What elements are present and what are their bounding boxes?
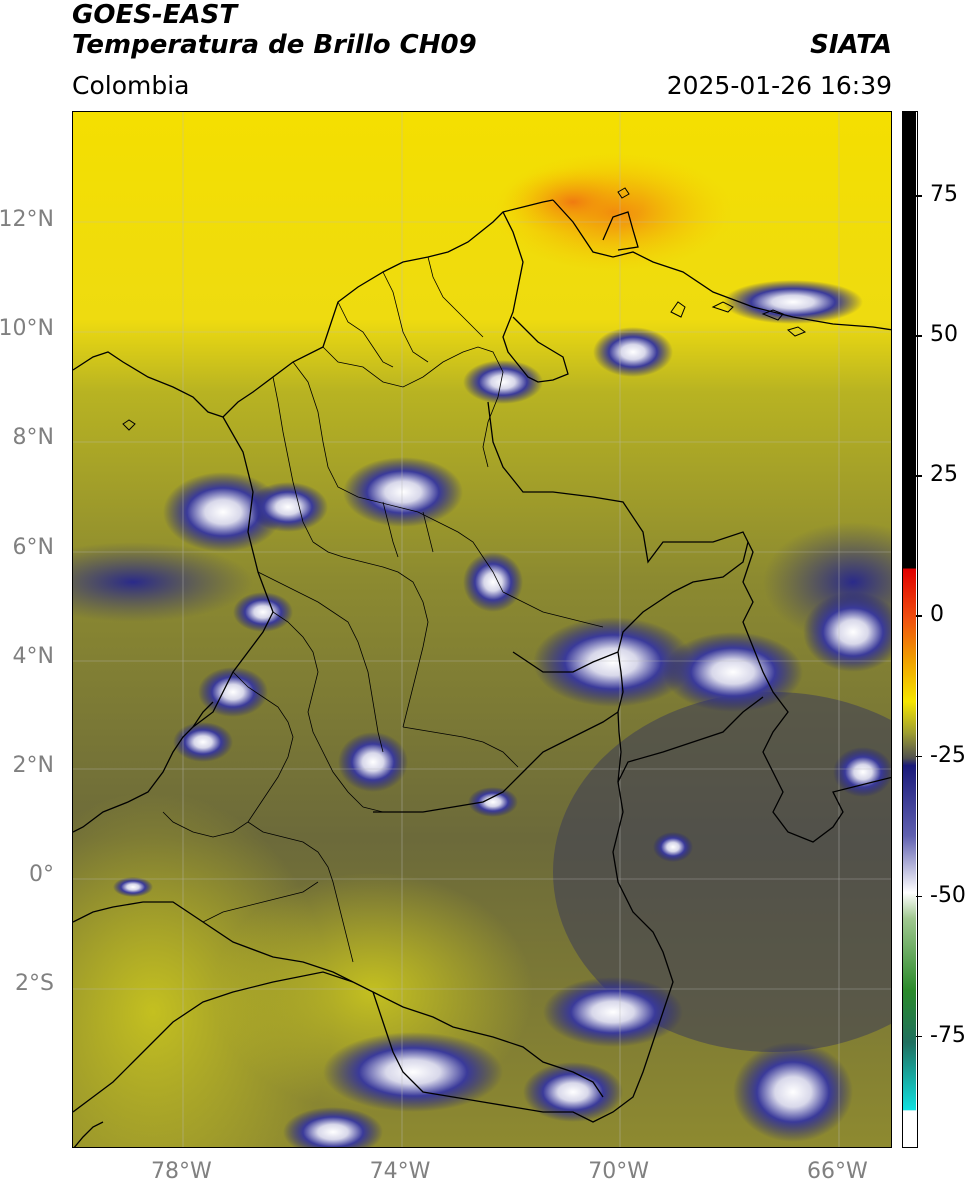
lon-tick-label: 66°W [806, 1159, 868, 1184]
country-borders [73, 199, 891, 1147]
agency-label: SIATA [810, 30, 892, 60]
lat-tick-label: 8°N [12, 425, 54, 451]
colorbar-tick-label: -50 [930, 882, 966, 908]
lon-tick-label: 70°W [588, 1159, 650, 1184]
lon-tick-label: 78°W [150, 1159, 212, 1184]
lat-tick-label: 10°N [0, 316, 54, 342]
colorbar-tick [916, 195, 922, 197]
department-borders [162, 256, 604, 963]
colorbar-tick [916, 475, 922, 477]
timestamp-label: 2025-01-26 16:39 [666, 71, 892, 100]
colorbar-tick-label: 0 [930, 602, 944, 628]
colorbar-tick [916, 895, 922, 898]
lat-tick-label: 12°N [0, 207, 54, 233]
colorbar-tick [916, 615, 922, 617]
region-label: Colombia [72, 71, 190, 100]
lat-tick-label: 2°N [12, 752, 54, 778]
lat-tick-label: 0° [29, 862, 54, 888]
colorbar-tick [916, 335, 922, 337]
lat-tick-label: 6°N [12, 534, 54, 560]
lat-tick-label: 4°N [12, 643, 54, 669]
lon-tick-label: 74°W [369, 1159, 431, 1184]
colorbar-tick-label: 25 [930, 462, 958, 488]
colorbar-tick-label: -75 [930, 1022, 966, 1048]
colorbar-tick-label: 50 [930, 322, 958, 348]
satellite-map [72, 111, 892, 1148]
gridlines [73, 112, 891, 1147]
lat-tick-label: 2°S [15, 971, 54, 997]
colorbar-tick [916, 1035, 922, 1038]
islands [122, 187, 807, 431]
colorbar-tick-label: 75 [930, 182, 958, 208]
colorbar-tick-label: -25 [930, 742, 966, 768]
map-canvas [73, 112, 891, 1147]
colorbar [902, 111, 918, 1148]
colorbar-tick [916, 755, 922, 758]
title-product: Temperatura de Brillo CH09 [72, 30, 477, 60]
title-satellite: GOES-EAST [72, 0, 238, 30]
